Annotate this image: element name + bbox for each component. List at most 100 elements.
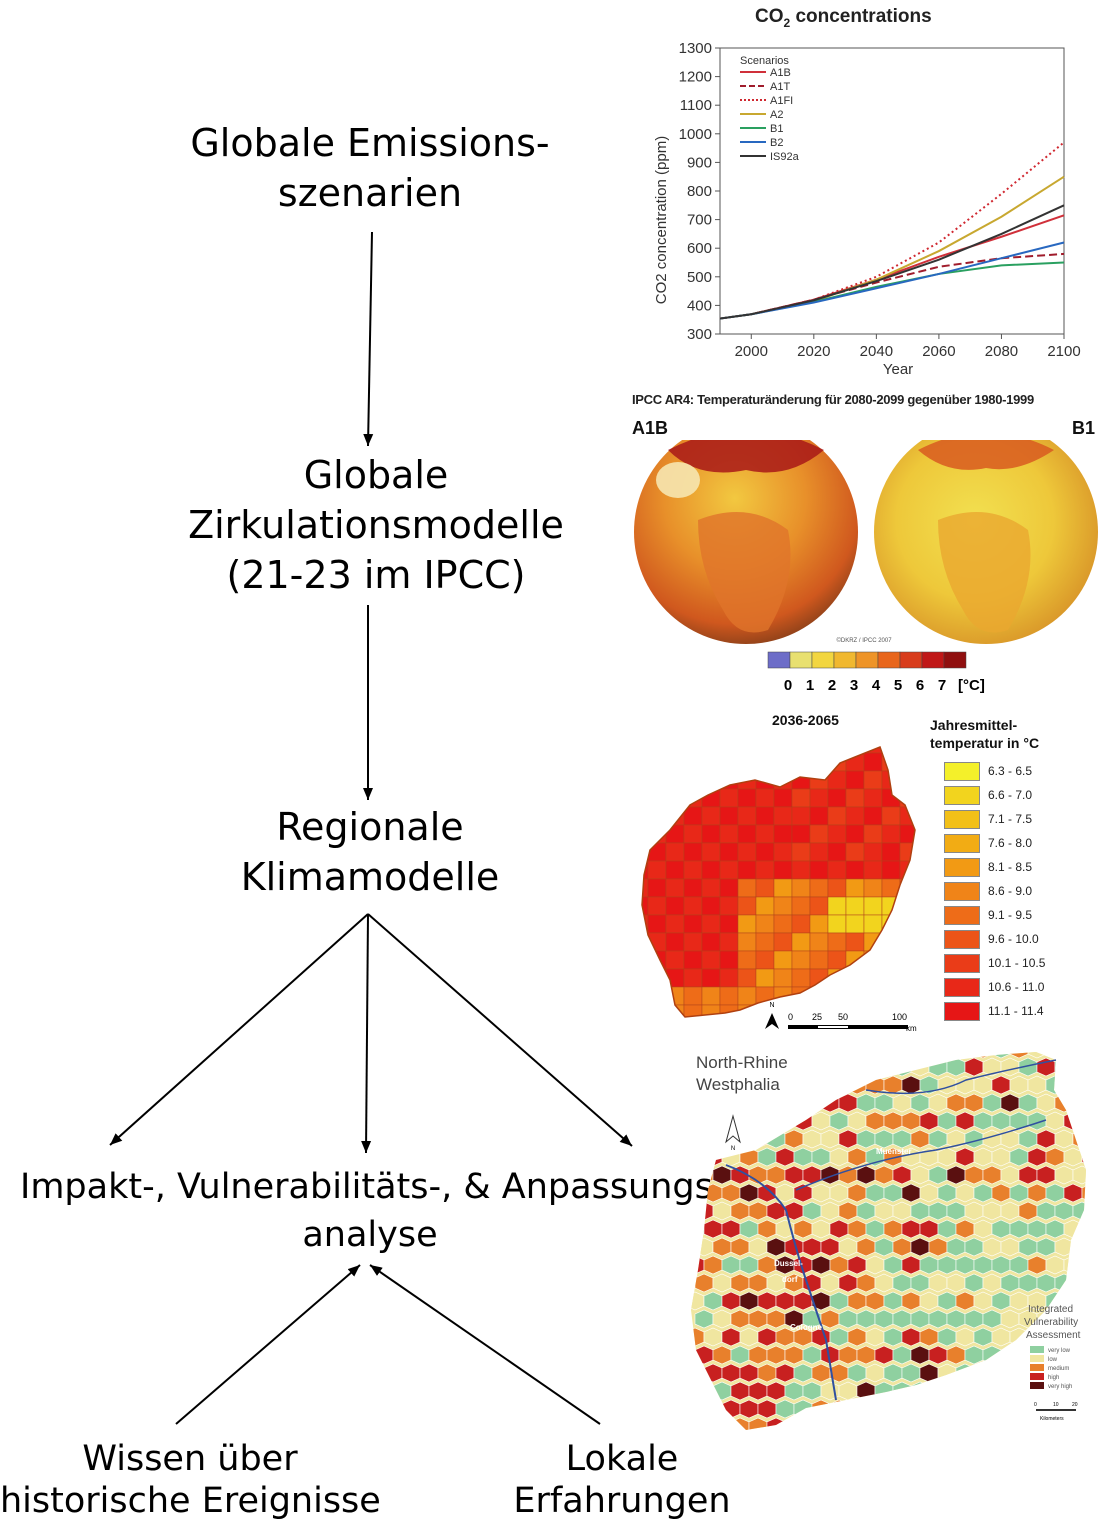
map-grid-cell xyxy=(845,878,865,898)
municipality-patch xyxy=(691,1183,705,1203)
municipality-patch xyxy=(883,1219,903,1239)
municipality-patch xyxy=(703,1183,723,1203)
municipality-patch xyxy=(991,1183,1011,1203)
map-grid-cell xyxy=(791,806,811,826)
map-grid-cell xyxy=(863,752,883,772)
map-grid-cell xyxy=(737,914,757,934)
municipality-patch xyxy=(1018,1417,1038,1430)
municipality-patch xyxy=(1100,1364,1104,1382)
municipality-patch xyxy=(1000,1165,1020,1185)
map-grid-cell xyxy=(773,824,793,844)
legend-entry: 10.6 - 11.0 xyxy=(944,977,1044,997)
map-grid-cell xyxy=(737,752,757,772)
x-tick-label: 2000 xyxy=(735,343,768,360)
municipality-patch xyxy=(991,1147,1011,1167)
municipality-patch xyxy=(964,1417,984,1430)
map-grid-cell xyxy=(827,824,847,844)
node-line: szenarien xyxy=(277,171,463,215)
municipality-patch xyxy=(1091,1130,1104,1148)
map-grid-cell xyxy=(918,861,930,879)
map-grid-cell xyxy=(737,747,757,754)
y-tick-label: 1100 xyxy=(680,97,712,114)
map-grid-cell xyxy=(881,932,901,952)
map-grid-cell xyxy=(845,770,865,790)
municipality-patch xyxy=(757,1183,777,1203)
municipality-patch xyxy=(712,1093,732,1113)
municipality-patch xyxy=(928,1237,948,1257)
municipality-patch xyxy=(1000,1237,1020,1257)
municipality-patch xyxy=(865,1219,885,1239)
map-grid-cell xyxy=(642,986,649,1006)
municipality-patch xyxy=(691,1291,705,1311)
municipality-patch xyxy=(1063,1183,1083,1203)
map-grid-cell xyxy=(827,806,847,826)
globe-b1-arctic xyxy=(918,440,1054,470)
municipality-patch xyxy=(1063,1255,1083,1275)
map-grid-cell xyxy=(684,1023,702,1035)
scale-tick-label: 7 xyxy=(938,677,946,694)
scale-tick-label: 0 xyxy=(784,677,792,694)
municipality-patch xyxy=(847,1052,867,1059)
globe-label-b1: B1 xyxy=(1072,418,1096,438)
municipality-patch xyxy=(1009,1219,1029,1239)
municipality-patch xyxy=(964,1057,984,1077)
river-rhine xyxy=(725,1164,837,1401)
map-grid-cell xyxy=(719,806,739,826)
municipality-patch xyxy=(946,1237,966,1257)
municipality-patch xyxy=(901,1327,921,1347)
map-grid-cell xyxy=(918,951,930,969)
municipality-patch xyxy=(856,1237,876,1257)
map-grid-cell xyxy=(642,896,649,916)
scale-tick: 0 xyxy=(788,1012,793,1022)
municipality-patch xyxy=(856,1057,876,1077)
municipality-patch xyxy=(1000,1201,1020,1221)
region-line: North-Rhine xyxy=(696,1053,788,1072)
municipality-patch xyxy=(964,1273,984,1293)
municipality-patch xyxy=(1045,1219,1065,1239)
legend-entry: B1 xyxy=(770,123,783,135)
legend-swatch xyxy=(944,857,980,877)
vulnerability-map: N Muenster Dussel- dorf Cologne Integrat… xyxy=(691,1052,1104,1430)
municipality-patch xyxy=(712,1273,732,1293)
map-grid-cell xyxy=(845,752,865,772)
scale-unit: [°C] xyxy=(958,677,985,694)
scale-tick: 25 xyxy=(812,1012,822,1022)
series-line-a1b xyxy=(719,214,1065,320)
municipality-patch xyxy=(892,1129,912,1149)
map-grid-cell xyxy=(719,747,739,754)
node-line: historische Ereignisse xyxy=(0,1481,381,1521)
map-grid-cell xyxy=(683,878,703,898)
municipality-patch xyxy=(757,1111,777,1131)
legend-swatch xyxy=(944,929,980,949)
map-grid-cell xyxy=(642,932,649,952)
municipality-patch xyxy=(703,1363,723,1383)
node-line: analyse xyxy=(302,1215,438,1255)
map-grid-cell xyxy=(827,914,847,934)
river-ems xyxy=(865,1059,1057,1095)
scale-swatch xyxy=(855,651,879,669)
municipality-patch xyxy=(838,1129,858,1149)
municipality-patch xyxy=(901,1075,921,1095)
map-grid-cell xyxy=(863,986,883,1006)
municipality-patch xyxy=(865,1183,885,1203)
municipality-patch xyxy=(910,1237,930,1257)
municipality-patch xyxy=(793,1147,813,1167)
municipality-patch xyxy=(748,1417,768,1430)
node-line: Klimamodelle xyxy=(240,855,500,899)
globe-label-a1b: A1B xyxy=(632,418,669,438)
map-grid-cell xyxy=(918,735,930,753)
map-grid-cell xyxy=(737,860,757,880)
municipality-patch xyxy=(892,1165,912,1185)
map-grid-cell xyxy=(755,752,775,772)
municipality-patch xyxy=(1000,1345,1020,1365)
municipality-patch xyxy=(730,1309,750,1329)
municipality-patch xyxy=(721,1219,741,1239)
municipality-patch xyxy=(964,1345,984,1365)
map-grid-cell xyxy=(647,806,667,826)
municipality-patch xyxy=(955,1219,975,1239)
municipality-patch xyxy=(766,1417,786,1430)
municipality-patch xyxy=(955,1052,975,1059)
map-grid-cell xyxy=(737,932,757,952)
legend-label: 7.6 - 8.0 xyxy=(988,836,1033,850)
